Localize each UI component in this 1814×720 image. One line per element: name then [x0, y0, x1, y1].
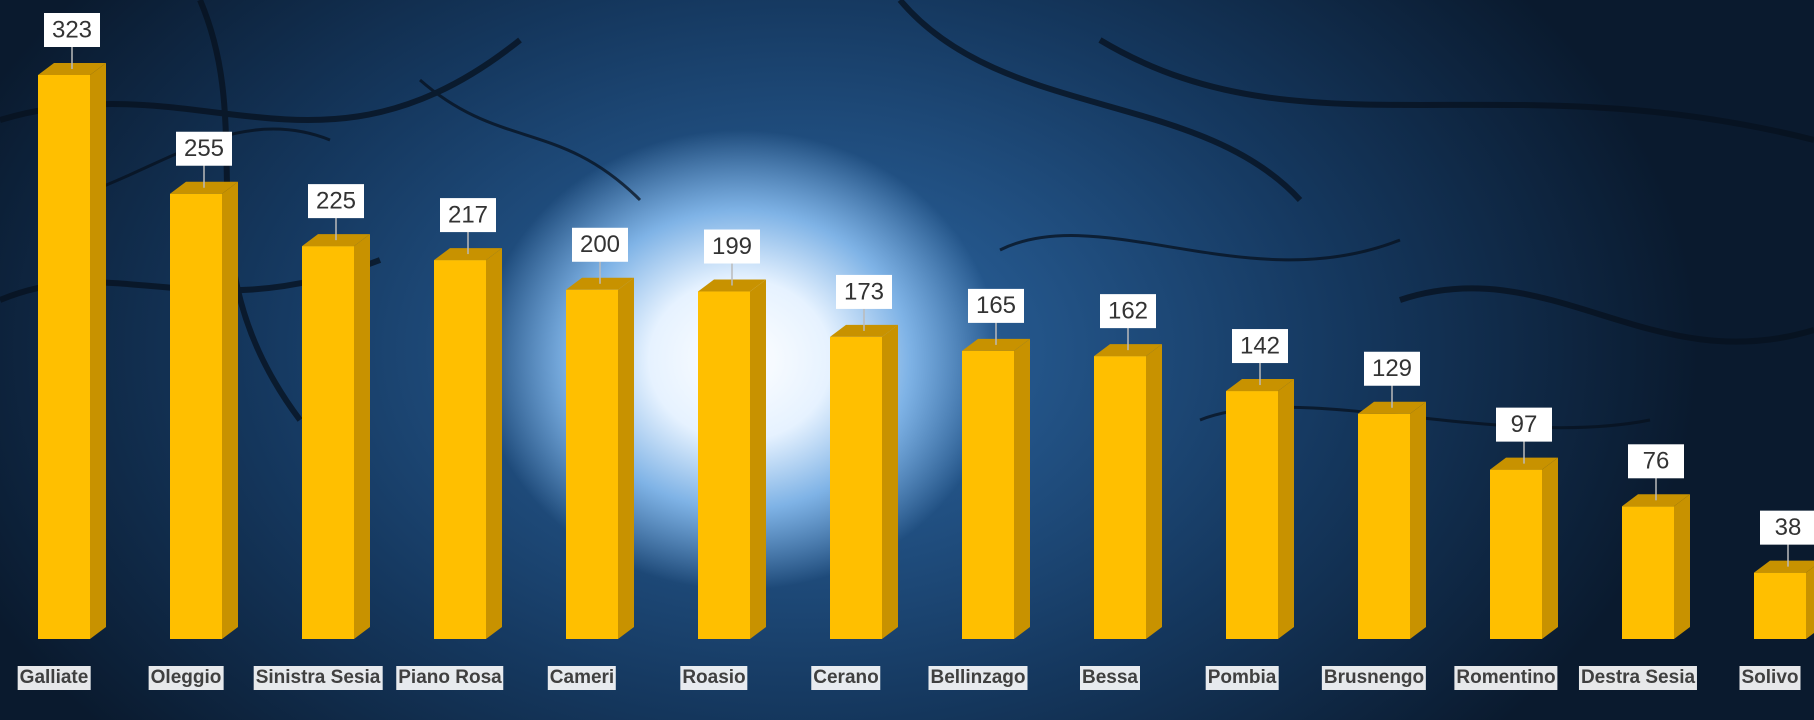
bar: [1358, 414, 1410, 639]
bar-top: [1754, 561, 1814, 573]
bar: [566, 290, 618, 639]
bar: [698, 292, 750, 639]
value-label: 165: [976, 292, 1016, 319]
x-tick-label: Sinistra Sesia: [254, 666, 383, 690]
bar: [1622, 506, 1674, 639]
branches: [0, 0, 1814, 428]
bar: [38, 75, 90, 639]
bar-side: [486, 248, 502, 639]
x-tick-label: Destra Sesia: [1579, 666, 1697, 690]
bar-side: [1806, 561, 1814, 639]
x-tick-label: Cerano: [811, 666, 880, 690]
value-label: 225: [316, 187, 356, 214]
bar: [1754, 573, 1806, 639]
bar-side: [618, 278, 634, 639]
x-tick-label: Roasio: [680, 666, 747, 690]
bar: [302, 246, 354, 639]
x-tick-label: Galliate: [18, 666, 91, 690]
x-tick-label: Cameri: [548, 666, 616, 690]
value-label: 200: [580, 231, 620, 258]
bar-side: [882, 325, 898, 639]
value-label: 162: [1108, 297, 1148, 324]
value-label: 199: [712, 233, 752, 260]
bar-side: [1014, 339, 1030, 639]
x-tick-label: Piano Rosa: [396, 666, 503, 690]
x-tick-label: Bessa: [1080, 666, 1140, 690]
value-label: 142: [1240, 332, 1280, 359]
bar-side: [1410, 402, 1426, 639]
bar: [1094, 356, 1146, 639]
bar-side: [354, 234, 370, 639]
value-label: 217: [448, 201, 488, 228]
value-label: 38: [1775, 514, 1802, 541]
bar: [1226, 391, 1278, 639]
value-label: 76: [1643, 448, 1670, 475]
bar-side: [1674, 494, 1690, 639]
x-tick-label: Romentino: [1454, 666, 1557, 690]
bar: [830, 337, 882, 639]
bar-side: [1146, 344, 1162, 639]
value-label: 97: [1511, 411, 1538, 438]
bar-side: [750, 280, 766, 639]
x-tick-label: Solivo: [1739, 666, 1800, 690]
x-tick-label: Brusnengo: [1322, 666, 1426, 690]
plot: 323 255 225 217 200 199 173 165 162 142 129 97 76 38: [0, 0, 1814, 720]
x-tick-label: Bellinzago: [928, 666, 1027, 690]
value-label: 255: [184, 135, 224, 162]
value-label: 323: [52, 16, 92, 43]
value-label: 173: [844, 278, 884, 305]
value-label: 129: [1372, 355, 1412, 382]
bar: [434, 260, 486, 639]
bar: [962, 351, 1014, 639]
chart: 323255225217200199173165162142129977638 …: [0, 0, 1814, 720]
bar-side: [1542, 458, 1558, 639]
bar-side: [1278, 379, 1294, 639]
bar-side: [90, 63, 106, 639]
x-tick-label: Pombia: [1206, 666, 1279, 690]
bar-side: [222, 182, 238, 639]
bar: [1490, 470, 1542, 639]
bar: [170, 194, 222, 639]
x-tick-label: Oleggio: [149, 666, 224, 690]
